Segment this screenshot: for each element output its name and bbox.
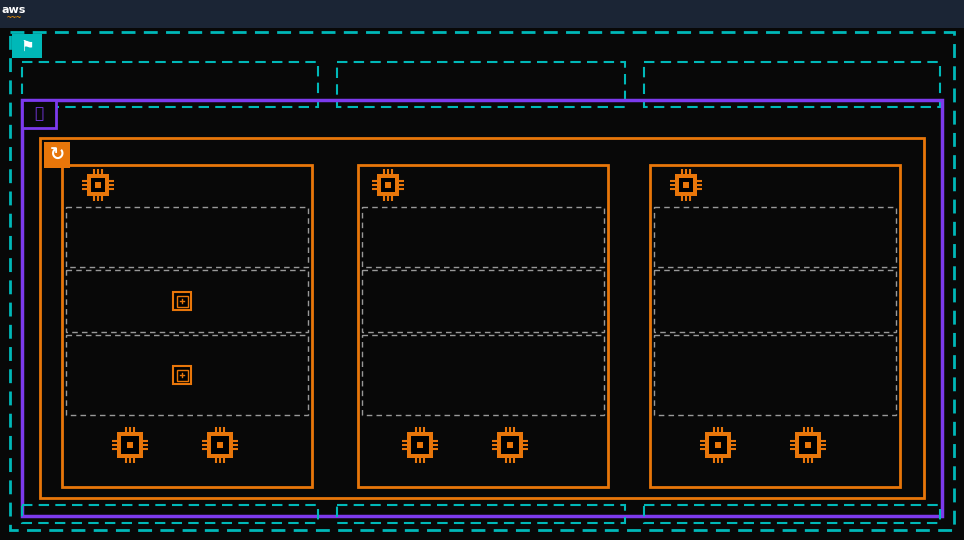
Bar: [217, 442, 223, 448]
Bar: [675, 174, 697, 196]
Bar: [211, 436, 229, 454]
Bar: [66, 335, 308, 415]
Bar: [507, 442, 513, 448]
Bar: [177, 296, 188, 307]
Bar: [173, 292, 191, 310]
Bar: [411, 436, 429, 454]
Bar: [177, 370, 188, 381]
Bar: [121, 436, 139, 454]
Bar: [362, 270, 604, 332]
Bar: [650, 165, 900, 487]
Bar: [805, 442, 811, 448]
Bar: [683, 182, 689, 188]
Bar: [117, 432, 143, 458]
Bar: [62, 165, 312, 487]
Bar: [407, 432, 433, 458]
Bar: [66, 207, 308, 267]
Bar: [22, 62, 318, 107]
Bar: [501, 436, 519, 454]
Bar: [799, 436, 817, 454]
Bar: [358, 165, 608, 487]
Bar: [95, 182, 101, 188]
Bar: [0, 0, 964, 28]
Bar: [337, 62, 625, 107]
Bar: [654, 270, 896, 332]
Bar: [654, 335, 896, 415]
Bar: [207, 432, 233, 458]
Bar: [66, 270, 308, 332]
Bar: [362, 335, 604, 415]
Bar: [385, 182, 391, 188]
Bar: [22, 100, 56, 128]
Bar: [362, 207, 604, 267]
Text: ~~~: ~~~: [7, 14, 21, 23]
Bar: [22, 100, 56, 128]
Bar: [715, 442, 721, 448]
Bar: [22, 505, 318, 523]
Bar: [705, 432, 731, 458]
Text: ⛅: ⛅: [35, 106, 43, 122]
Bar: [679, 178, 693, 192]
Bar: [654, 207, 896, 267]
Text: ⚑: ⚑: [20, 38, 34, 53]
Text: aws: aws: [2, 5, 26, 15]
Bar: [381, 178, 395, 192]
Bar: [22, 100, 942, 516]
Bar: [40, 138, 924, 498]
Bar: [795, 432, 821, 458]
Bar: [12, 34, 42, 58]
Bar: [337, 505, 625, 523]
Bar: [644, 505, 940, 523]
Bar: [417, 442, 423, 448]
Bar: [709, 436, 727, 454]
Bar: [497, 432, 523, 458]
Bar: [91, 178, 105, 192]
Text: ↻: ↻: [49, 146, 65, 164]
Bar: [377, 174, 399, 196]
Bar: [87, 174, 109, 196]
Bar: [127, 442, 133, 448]
Bar: [44, 142, 70, 168]
Bar: [173, 366, 191, 384]
Bar: [644, 62, 940, 107]
